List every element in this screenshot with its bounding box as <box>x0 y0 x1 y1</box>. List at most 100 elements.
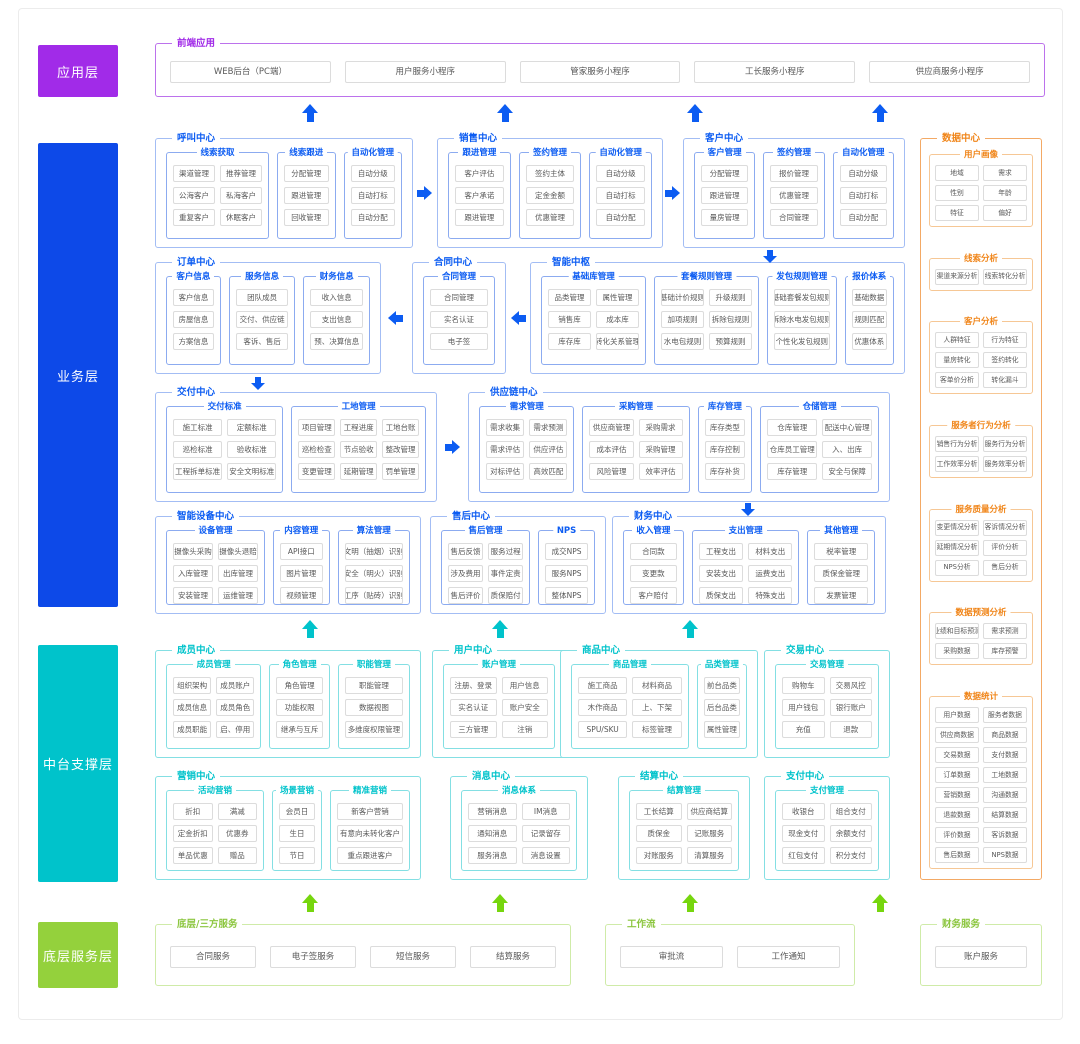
flow-arrow-left <box>388 311 403 325</box>
flow-arrow-left <box>511 311 526 325</box>
module-box: 采购管理 <box>638 441 683 458</box>
center-title: 商品中心 <box>577 645 626 657</box>
center-title: 用户中心 <box>449 645 498 657</box>
center-title: 售后中心 <box>447 511 496 523</box>
module-box: 消息设置 <box>521 847 570 864</box>
module-box: 定金金额 <box>525 187 575 204</box>
module-box: 积分支付 <box>829 847 872 864</box>
module-box: 启、停用 <box>216 721 255 738</box>
module-group: 设备管理 摄像头采购 摄像头退赔 入库管理 出库管理 安装管理 运维管理 <box>166 526 266 605</box>
group-title: 活动营销 <box>193 786 237 796</box>
module-box: 用户信息 <box>501 677 548 694</box>
module-box: 转化漏斗 <box>983 372 1027 389</box>
module-box: 量房转化 <box>935 352 979 369</box>
module-box: 银行账户 <box>829 699 872 716</box>
center-title: 交付中心 <box>172 387 221 399</box>
product-center-section: 商品中心 商品管理 施工商品 材料商品 木作商品 上、下架 SPU/SKU 标签管理 品类管理前… <box>560 645 758 758</box>
module-box: 订单数据 <box>935 766 979 783</box>
call-center-section: 呼叫中心 线索获取 渠道管理 推荐管理 公海客户 私海客户 重复客户 休眠客户 线索跟进 分配管理… <box>155 133 413 248</box>
module-box: 采购数据 <box>935 643 979 660</box>
center-title: 客户中心 <box>700 133 749 145</box>
module-box: SPU/SKU <box>578 721 628 738</box>
module-box: 结算服务 <box>470 946 556 968</box>
module-box: 性别 <box>935 185 979 201</box>
group-title: 内容管理 <box>280 526 323 536</box>
module-group: 合同管理 合同管理 实名认证 电子签 <box>423 272 495 365</box>
module-box: 优惠体系 <box>851 333 887 350</box>
module-box: 售后分析 <box>983 559 1027 576</box>
flow-arrow-right <box>665 186 680 200</box>
finance-center-section: 财务中心 收入管理 合同款 变更款 客户赔付 支出管理 工程支出 材料支出 安装支出 运费支出 质保… <box>612 511 886 614</box>
module-box: 房屋信息 <box>173 311 214 328</box>
module-box: 人群特征 <box>935 332 979 349</box>
module-group: 场景营销 会员日 生日 节日 <box>272 786 322 871</box>
flow-arrow-up <box>492 620 508 638</box>
module-box: 电子签 <box>430 333 488 350</box>
module-box: 三方管理 <box>450 721 497 738</box>
module-group: 套餐规则管理 基础计价规则 升级规则 加项规则 拆除包规则 水电包规则 预算规则 <box>654 272 759 365</box>
module-box: 服务过程 <box>488 543 524 560</box>
center-title: 合同中心 <box>429 257 478 269</box>
module-box: 量房管理 <box>701 209 749 226</box>
module-box: 前台品类 <box>703 677 740 694</box>
module-box: 质保赔付 <box>488 587 524 604</box>
module-box: 入库管理 <box>173 565 214 582</box>
module-box: 预算规则 <box>709 333 752 350</box>
group-title: 售后管理 <box>464 526 507 536</box>
module-box: 组合支付 <box>829 803 872 820</box>
module-box: 节日 <box>279 847 315 864</box>
module-box: 商品数据 <box>983 726 1027 743</box>
module-group: 签约管理 报价管理 优惠管理 合同管理 <box>763 148 825 239</box>
module-box: 自动分配 <box>596 209 646 226</box>
module-box: 合同管理 <box>770 209 818 226</box>
module-group: 支出管理 工程支出 材料支出 安装支出 运费支出 质保支出 特殊支出 <box>691 526 800 605</box>
order-center-section: 订单中心 客户信息 客户信息 房屋信息 方案信息 服务信息 团队成员 交付、供应链 客诉、售后财… <box>155 257 381 374</box>
module-box: 客户赔付 <box>630 587 677 604</box>
data-center-section: 数据中心 用户画像 地域 需求 性别 年龄 特征 偏好 线索分析 渠道来源分析 线索转化分析 客户分析… <box>920 133 1042 880</box>
module-group: 其他管理 税率管理 质保金管理 发票管理 <box>807 526 875 605</box>
module-box: 退款 <box>829 721 872 738</box>
module-box: 营销消息 <box>468 803 517 820</box>
module-box: 重复客户 <box>173 209 215 226</box>
group-title: 交付标准 <box>203 402 246 412</box>
layer-label-application: 应用层 <box>38 45 118 97</box>
workflow-section: 工作流 审批流 工作通知 <box>605 919 855 986</box>
module-box: 高效匹配 <box>529 463 568 480</box>
group-title: 自动化管理 <box>838 148 889 158</box>
module-group: 发包规则管理 基础套餐发包规则 拆除水电发包规则 个性化发包规则 <box>767 272 837 365</box>
module-box: 拆除水电发包规则 <box>774 311 830 328</box>
module-box: 巡检检查 <box>298 441 336 458</box>
module-box: 对账服务 <box>636 847 682 864</box>
module-box: 合同款 <box>630 543 677 560</box>
layer-label-base-services: 底层服务层 <box>38 922 118 988</box>
center-title: 消息中心 <box>467 771 516 783</box>
module-box: 定金折扣 <box>173 825 213 842</box>
frontend-apps-section: 前端应用 WEB后台（PC端） 用户服务小程序 管家服务小程序 工长服务小程序 供应商服务… <box>155 38 1045 97</box>
module-box: 业绩和目标预测 <box>935 623 979 640</box>
module-box: 延期管理 <box>340 463 378 480</box>
module-group: 品类管理 前台品类 后台品类 属性管理 <box>696 660 747 749</box>
module-box: 需求 <box>983 165 1027 181</box>
group-title: 账户管理 <box>477 660 521 670</box>
module-box: 售后评价 <box>448 587 484 604</box>
module-box: 延期情况分析 <box>935 539 979 556</box>
module-box: 清算服务 <box>686 847 732 864</box>
module-box: 多维度权限管理 <box>344 721 403 738</box>
module-group: 精准营销 新客户营销 有意向未转化客户 重点跟进客户 <box>330 786 410 871</box>
module-box: 分配管理 <box>701 165 749 182</box>
module-box: 优惠管理 <box>525 209 575 226</box>
module-group: 服务信息 团队成员 交付、供应链 客诉、售后 <box>228 272 296 365</box>
module-box: 库存补货 <box>704 463 746 480</box>
module-group: 数据预测分析 业绩和目标预测 需求预测 采购数据 库存预警 <box>929 608 1033 666</box>
module-box: 变更情况分析 <box>935 519 979 536</box>
module-box: 安全（明火）识别 <box>344 565 403 582</box>
group-title: 签约管理 <box>528 148 572 158</box>
module-group: NPS 成交NPS 服务NPS 整体NPS <box>538 526 595 605</box>
module-box: 签约主体 <box>525 165 575 182</box>
module-box: 风险管理 <box>589 463 634 480</box>
module-box: 运维管理 <box>218 587 259 604</box>
module-group: 算法管理 文明（抽烟）识别 安全（明火）识别 工序（贴砖）识别 <box>337 526 410 605</box>
module-box: 实名认证 <box>430 311 488 328</box>
module-box: 跟进管理 <box>455 209 504 226</box>
module-box: NPS分析 <box>935 559 979 576</box>
